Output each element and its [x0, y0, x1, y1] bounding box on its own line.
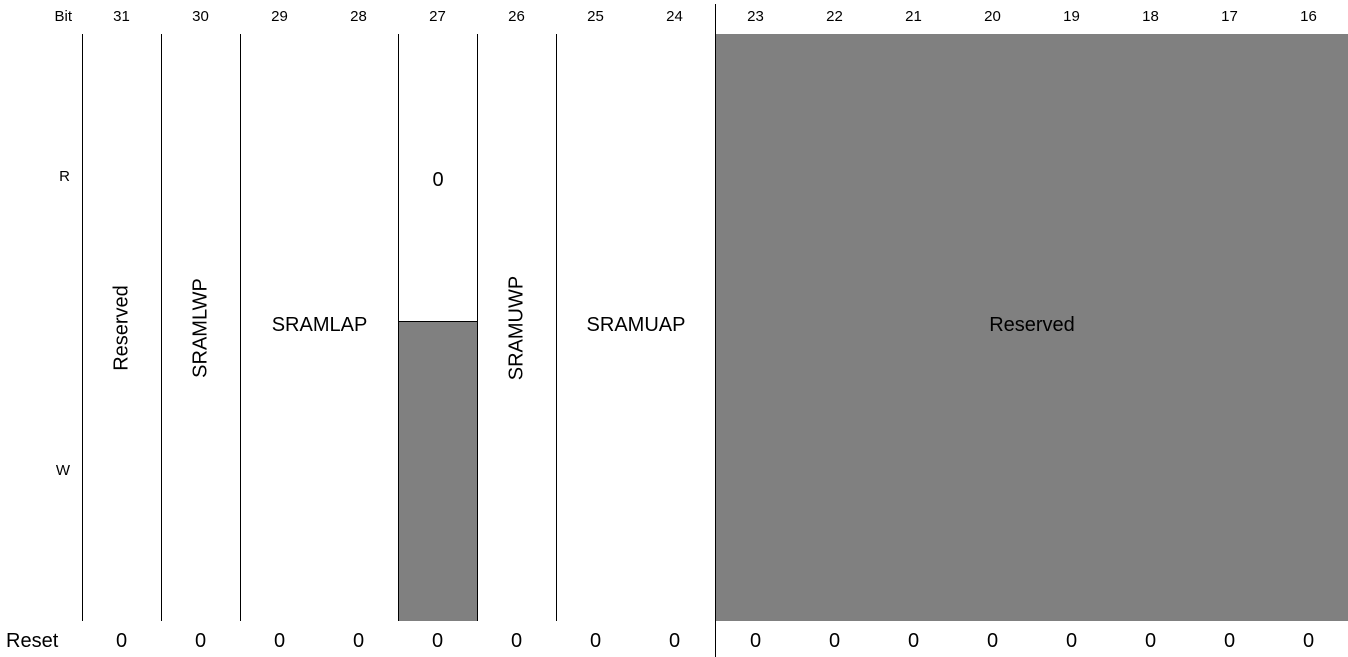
bit-number-22: 22 [826, 8, 843, 25]
reset-value-bit28: 0 [352, 630, 365, 652]
reset-value-bit19: 0 [1065, 630, 1078, 652]
bit-number-18: 18 [1142, 8, 1159, 25]
field-reserved-bits23-16: Reserved [716, 34, 1348, 621]
field-reserved-bit31-label: Reserved [110, 284, 133, 371]
reset-value-bit17: 0 [1223, 630, 1236, 652]
field-bit27-read-value: 0 [432, 169, 444, 191]
bit-number-26: 26 [508, 8, 525, 25]
bit-number-24: 24 [666, 8, 683, 25]
field-reserved-bit31: Reserved [82, 34, 161, 621]
reset-value-bit16: 0 [1302, 630, 1315, 652]
bit-number-31: 31 [113, 8, 130, 25]
bit-number-27: 27 [429, 8, 446, 25]
read-row-label: R [59, 168, 70, 185]
field-bit27-write-reserved [399, 321, 477, 621]
bit-row-label: Bit [54, 8, 72, 25]
field-reserved-bits23-16-label: Reserved [989, 314, 1075, 336]
field-sramlwp: SRAMLWP [161, 34, 240, 621]
bit-number-19: 19 [1063, 8, 1080, 25]
reset-value-bit24: 0 [668, 630, 681, 652]
bit-number-20: 20 [984, 8, 1001, 25]
bit-number-28: 28 [350, 8, 367, 25]
field-sramuwp-label: SRAMUWP [505, 275, 528, 380]
half-register-divider [715, 4, 716, 657]
field-sramuap: SRAMUAP [556, 34, 715, 621]
reset-value-bit21: 0 [907, 630, 920, 652]
bit-number-25: 25 [587, 8, 604, 25]
field-sramlap: SRAMLAP [240, 34, 398, 621]
field-sramlwp-label: SRAMLWP [189, 277, 212, 378]
field-sramuwp: SRAMUWP [477, 34, 556, 621]
bit-number-17: 17 [1221, 8, 1238, 25]
reset-row-label: Reset [6, 630, 59, 652]
field-sramuap-label: SRAMUAP [586, 314, 686, 336]
reset-value-bit25: 0 [589, 630, 602, 652]
reset-value-bit23: 0 [749, 630, 762, 652]
reset-value-bit26: 0 [510, 630, 523, 652]
reset-value-bit27: 0 [431, 630, 444, 652]
reset-value-bit31: 0 [115, 630, 128, 652]
bit-number-29: 29 [271, 8, 288, 25]
reset-value-bit22: 0 [828, 630, 841, 652]
reset-value-bit29: 0 [273, 630, 286, 652]
bit-number-16: 16 [1300, 8, 1317, 25]
reset-value-bit20: 0 [986, 630, 999, 652]
reset-value-bit18: 0 [1144, 630, 1157, 652]
field-bit27: 0 [398, 34, 477, 621]
field-sramlap-label: SRAMLAP [271, 314, 368, 336]
bit-number-21: 21 [905, 8, 922, 25]
bit-number-23: 23 [747, 8, 764, 25]
reset-value-bit30: 0 [194, 630, 207, 652]
write-row-label: W [55, 462, 70, 479]
bit-number-30: 30 [192, 8, 209, 25]
